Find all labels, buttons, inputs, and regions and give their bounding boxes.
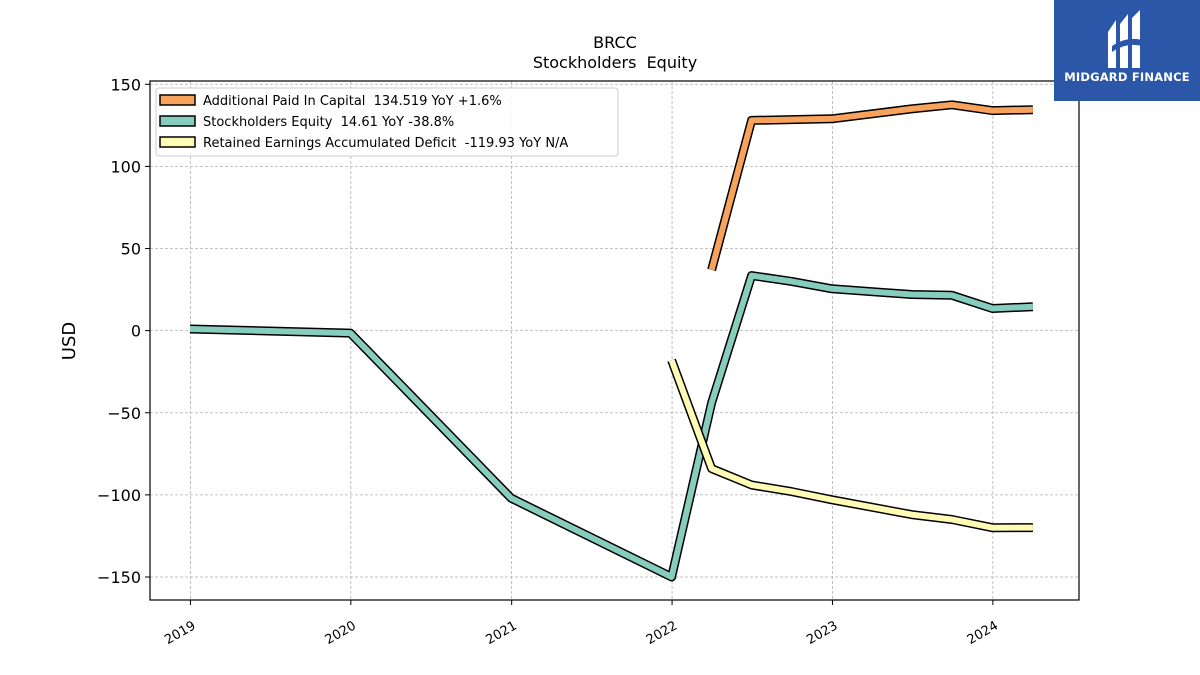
series-line-1 xyxy=(189,272,1034,580)
x-tick-label: 2020 xyxy=(323,618,359,648)
y-axis-label: USD xyxy=(59,322,80,360)
legend-box xyxy=(155,87,619,157)
midgard-finance-logo: MIDGARD FINANCE xyxy=(1054,0,1200,101)
plot-frame xyxy=(149,80,1080,601)
x-axis: 2019 2020 2021 2022 2023 2024 xyxy=(162,600,1001,648)
series-group xyxy=(189,100,1034,582)
series-line-0 xyxy=(708,101,1033,271)
legend-label: Stockholders Equity 14.61 YoY -38.8% xyxy=(203,115,454,130)
legend: Additional Paid In Capital 134.519 YoY +… xyxy=(155,87,619,157)
legend-swatch xyxy=(159,94,196,106)
series-line-2 xyxy=(668,359,1033,531)
x-tick-label: 2019 xyxy=(162,618,198,648)
y-tick-label: 0 xyxy=(131,322,141,341)
chart-subtitle: Stockholders Equity xyxy=(533,53,697,72)
legend-label: Additional Paid In Capital 134.519 YoY +… xyxy=(203,94,502,109)
legend-swatch xyxy=(159,136,196,148)
y-axis: 150 100 50 0 −50 −100 −150 xyxy=(97,75,150,587)
y-tick-label: −50 xyxy=(107,404,141,423)
chart-title: BRCC xyxy=(593,33,637,52)
y-tick-label: 100 xyxy=(110,157,141,176)
legend-label: Retained Earnings Accumulated Deficit -1… xyxy=(203,136,568,151)
y-tick-label: 50 xyxy=(121,240,141,259)
y-tick-label: 150 xyxy=(110,75,141,94)
grid xyxy=(150,81,1079,600)
y-tick-label: −150 xyxy=(97,568,141,587)
y-tick-label: −100 xyxy=(97,486,141,505)
legend-swatch xyxy=(159,115,196,127)
x-tick-label: 2023 xyxy=(804,618,840,648)
x-tick-label: 2022 xyxy=(644,618,680,648)
x-tick-label: 2021 xyxy=(484,618,520,648)
midgard-logo-icon xyxy=(1108,10,1142,68)
x-tick-label: 2024 xyxy=(965,618,1001,648)
logo-text: MIDGARD FINANCE xyxy=(1064,70,1190,84)
